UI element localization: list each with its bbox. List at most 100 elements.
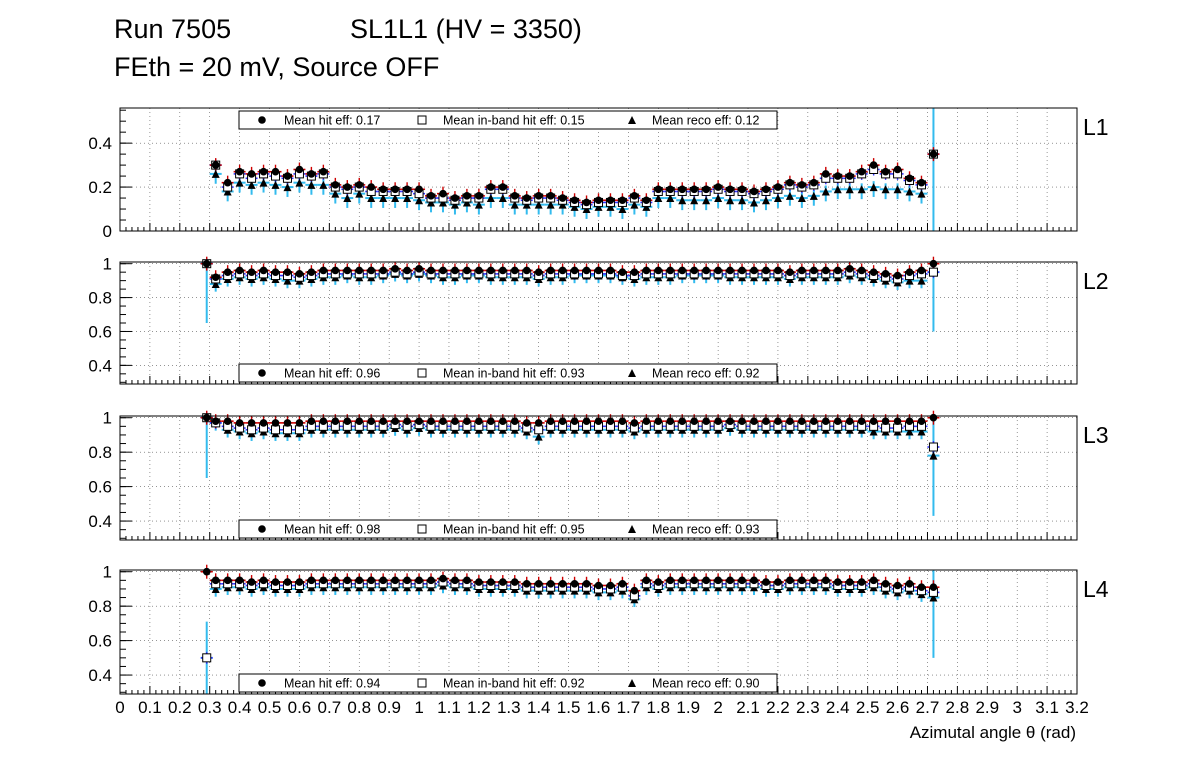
hit-marker: [510, 578, 519, 586]
hit-marker: [499, 266, 507, 275]
x-tick-label: 1.1: [437, 698, 461, 717]
reco-marker: [857, 185, 866, 194]
hit-marker: [546, 417, 555, 425]
y-tick-label: 0.4: [88, 134, 112, 153]
hit-marker: [606, 266, 615, 275]
hit-marker: [917, 417, 926, 425]
x-tick-label: 2.4: [826, 698, 850, 717]
hit-marker: [726, 417, 734, 425]
reco-marker: [474, 200, 483, 209]
hit-marker: [618, 268, 627, 276]
legend-hit-label: Mean hit eff: 0.17: [284, 114, 380, 128]
reco-marker: [845, 185, 854, 194]
hit-marker: [893, 271, 902, 280]
hit-marker: [630, 586, 639, 595]
hit-marker: [821, 266, 830, 275]
reco-marker: [821, 187, 830, 196]
superlayer-title: SL1L1 (HV = 3350): [350, 14, 582, 44]
hit-marker: [427, 576, 435, 585]
reco-marker: [211, 584, 220, 593]
hit-marker: [331, 266, 340, 275]
x-tick-label: 1.2: [467, 698, 491, 717]
hit-marker: [738, 417, 746, 425]
hit-marker: [702, 185, 710, 194]
hit-marker: [618, 417, 627, 425]
hit-marker: [845, 578, 854, 586]
hit-marker: [821, 576, 830, 585]
hit-marker: [522, 579, 531, 588]
hit-marker: [618, 196, 627, 205]
legend-reco-label: Mean reco eff: 0.92: [652, 367, 760, 381]
hit-marker: [427, 266, 435, 275]
reco-marker: [797, 194, 806, 203]
hit-marker: [558, 194, 567, 202]
hit-marker: [642, 417, 651, 425]
x-tick-label: 1.5: [557, 698, 581, 717]
reco-marker: [618, 205, 627, 214]
x-tick-label: 2.3: [796, 698, 820, 717]
x-tick-label: 1.4: [527, 698, 551, 717]
x-tick-label: 0: [115, 698, 124, 717]
legend-hit-label: Mean hit eff: 0.96: [284, 367, 380, 381]
x-tick-label: 0.2: [168, 698, 192, 717]
hit-marker: [367, 266, 376, 275]
hit-marker: [833, 172, 842, 180]
hit-marker: [702, 266, 710, 275]
hit-marker: [893, 165, 902, 174]
panel-frame: [119, 415, 1078, 541]
hit-marker: [570, 196, 579, 205]
reco-marker: [283, 183, 292, 192]
reco-marker: [869, 427, 878, 436]
hit-marker: [786, 178, 794, 187]
legend-hit-marker: [258, 116, 266, 124]
hit-marker: [379, 266, 387, 275]
panel-l4: 0.4 0.6 0.8 1 L4 Mean hit eff: 0.94 Mean in-ba…: [88, 563, 1109, 695]
hit-marker: [307, 170, 316, 178]
hit-marker: [690, 576, 698, 585]
hit-marker: [762, 578, 770, 586]
inband-marker: [928, 442, 938, 452]
reco-marker: [738, 196, 747, 205]
hit-marker: [762, 185, 770, 194]
hit-marker: [714, 417, 722, 425]
legend-box: [238, 519, 778, 539]
hit-marker: [726, 266, 734, 275]
reco-marker: [403, 194, 412, 203]
x-tick-label: 2.7: [916, 698, 940, 717]
hit-marker: [223, 268, 232, 276]
legend: Mean hit eff: 0.17 Mean in-band hit eff: …: [238, 110, 778, 130]
reco-marker: [917, 189, 926, 198]
reco-marker: [630, 200, 639, 209]
reco-marker: [809, 191, 818, 200]
legend-box: [238, 110, 778, 130]
hit-marker: [666, 576, 675, 585]
hit-marker: [630, 192, 639, 200]
hit-marker: [331, 181, 340, 189]
legend-reco-label: Mean reco eff: 0.12: [652, 114, 760, 128]
hit-marker: [439, 417, 447, 425]
hit-marker: [475, 266, 483, 275]
legend-hit-marker: [258, 369, 266, 377]
x-tick-label: 3.2: [1065, 698, 1089, 717]
hit-marker: [929, 413, 938, 422]
hit-marker: [343, 183, 352, 191]
hit-marker: [546, 579, 555, 588]
hit-marker: [202, 413, 211, 422]
y-tick-label: 0.8: [88, 443, 112, 462]
hit-marker: [391, 185, 399, 194]
hit-marker: [439, 189, 447, 198]
hit-marker: [463, 266, 471, 275]
hit-marker: [714, 576, 722, 585]
legend: Mean hit eff: 0.96 Mean in-band hit eff: …: [238, 363, 778, 383]
legend-reco-label: Mean reco eff: 0.90: [652, 677, 760, 691]
hit-marker: [606, 196, 615, 205]
y-tick-label: 1: [103, 409, 112, 428]
reco-marker: [498, 194, 507, 203]
threshold-title: FEth = 20 mV, Source OFF: [114, 52, 440, 82]
hit-marker: [355, 576, 364, 585]
y-tick-label: 0.6: [88, 478, 112, 497]
hit-marker: [283, 419, 292, 427]
hit-marker: [774, 417, 782, 425]
hit-marker: [821, 170, 830, 178]
hit-marker: [630, 268, 639, 276]
